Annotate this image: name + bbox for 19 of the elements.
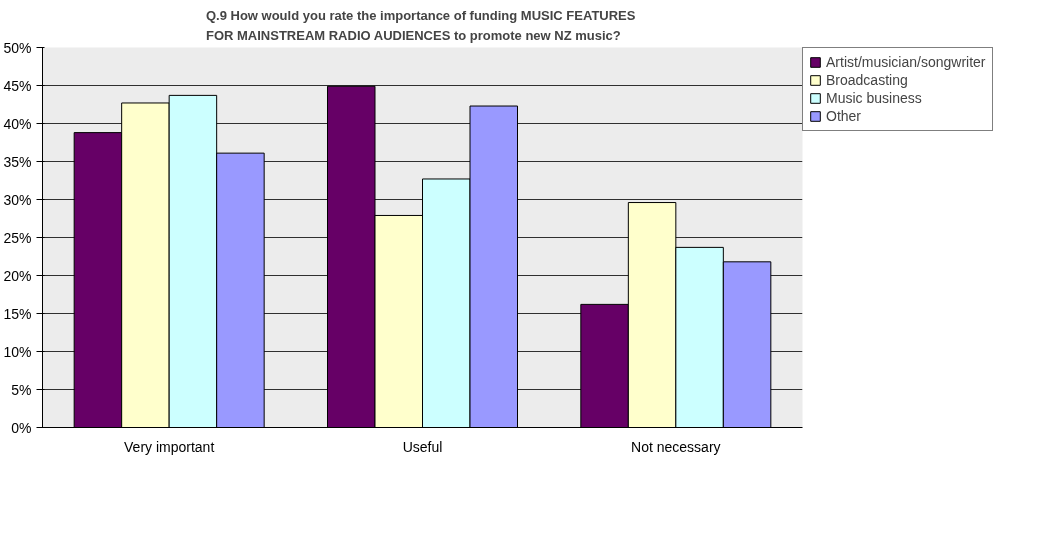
y-tick-label: 45% bbox=[3, 77, 32, 94]
legend-label: Artist/musician/songwriter bbox=[826, 54, 986, 70]
legend-label: Broadcasting bbox=[826, 72, 908, 88]
y-tick-label: 40% bbox=[3, 115, 32, 132]
y-tick-label: 15% bbox=[3, 305, 32, 322]
x-tick-label: Very important bbox=[124, 438, 215, 455]
y-tick-label: 5% bbox=[11, 381, 32, 398]
chart-title: Q.9 How would you rate the importance of funding MUSIC FEATURES FOR MAINSTREAM RADIO AUDIENCES to promote new NZ music? bbox=[205, 8, 636, 43]
y-tick-label: 30% bbox=[3, 191, 32, 208]
y-tick-label: 20% bbox=[3, 267, 32, 284]
y-tick-label: 35% bbox=[3, 153, 32, 170]
y-tick-label: 50% bbox=[3, 39, 32, 56]
legend-label: Other bbox=[826, 108, 862, 124]
y-tick-label: 25% bbox=[3, 229, 32, 246]
x-tick-label: Useful bbox=[402, 438, 443, 455]
y-tick-label: 10% bbox=[3, 343, 32, 360]
y-tick-label: 0% bbox=[11, 419, 32, 436]
x-tick-label: Not necessary bbox=[631, 438, 721, 455]
legend-label: Music business bbox=[826, 90, 922, 106]
